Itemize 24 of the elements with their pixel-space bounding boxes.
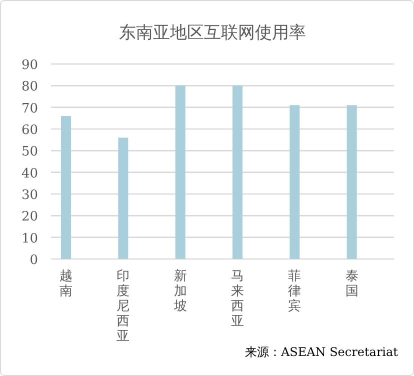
x-tick-label: 马来西亚	[231, 269, 244, 329]
bar	[118, 138, 128, 259]
x-tick-label: 印度尼西亚	[116, 269, 130, 344]
y-tick-label: 0	[30, 253, 38, 268]
y-tick-label: 60	[21, 123, 38, 138]
bar	[175, 86, 186, 259]
y-tick-label: 50	[21, 144, 38, 160]
x-tick-label: 泰国	[345, 269, 358, 299]
y-tick-label: 70	[21, 101, 38, 116]
bar	[290, 105, 300, 259]
y-tick-label: 40	[21, 166, 38, 182]
x-tick-label: 新加坡	[172, 269, 187, 314]
bar	[232, 86, 242, 259]
bar	[61, 116, 71, 259]
x-tick-label: 菲律宾	[288, 269, 302, 314]
y-tick-label: 90	[21, 58, 38, 73]
bar	[346, 105, 357, 259]
y-tick-label: 30	[21, 188, 38, 203]
chart-title: 东南亚地区互联网使用率	[119, 23, 306, 43]
y-tick-label: 80	[21, 80, 38, 95]
source-note: 来源：ASEAN Secretariat	[244, 345, 398, 359]
x-tick-label: 越南	[60, 269, 72, 299]
y-tick-label: 20	[21, 210, 38, 225]
y-tick-label: 10	[21, 231, 38, 246]
